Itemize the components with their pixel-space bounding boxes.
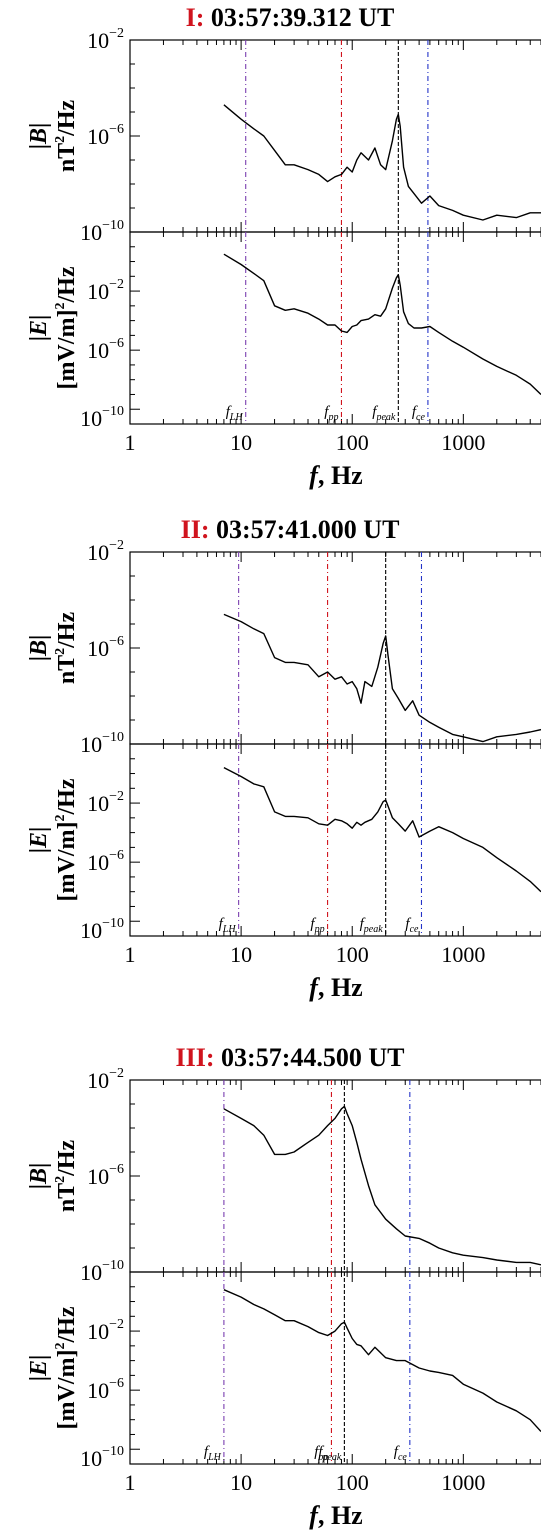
panel-id: I: bbox=[186, 3, 205, 32]
chart-title: II: 03:57:41.000 UT bbox=[181, 515, 400, 544]
y-label-quantity: |E| bbox=[26, 1355, 52, 1382]
y-tick-label: 10−2 bbox=[87, 789, 124, 816]
spectrum-line bbox=[223, 253, 541, 396]
x-axis-label: f, Hz bbox=[309, 461, 362, 490]
marker-label-pp: fpp bbox=[314, 1444, 328, 1463]
marker-label-LH: fLH bbox=[226, 404, 244, 423]
y-tick-label: 10−6 bbox=[87, 336, 124, 363]
y-tick-label: 10−10 bbox=[80, 404, 124, 431]
y-axis-label: |B|nT2/Hz bbox=[26, 611, 80, 684]
panel-id: II: bbox=[181, 515, 210, 544]
y-tick-label: 10−2 bbox=[87, 1066, 124, 1093]
y-tick-label: 10−2 bbox=[87, 26, 124, 53]
time-label: 03:57:44.500 UT bbox=[215, 1043, 405, 1072]
plot-frame bbox=[129, 743, 541, 937]
spectrum-line bbox=[223, 613, 541, 743]
panel-B: 10−2 10−6 10−10 |B|nT2/Hz bbox=[26, 26, 541, 245]
panel-E: 10−210−610−10|E| [mV/m]2/Hz bbox=[26, 1271, 541, 1471]
y-label-unit: [mV/m]2/Hz bbox=[53, 266, 80, 389]
y-label-quantity: |B| bbox=[26, 123, 52, 150]
plot-frame bbox=[129, 1271, 541, 1465]
y-tick-label: 10−6 bbox=[87, 634, 124, 661]
spectrum-line bbox=[223, 766, 541, 893]
spectrum-line bbox=[223, 104, 541, 221]
x-tick-label: 1 bbox=[125, 430, 136, 455]
x-tick-label: 10 bbox=[230, 430, 252, 455]
y-tick-label: 10−6 bbox=[87, 122, 124, 149]
marker-label-pp: fpp bbox=[324, 404, 338, 423]
y-label-quantity: |E| bbox=[26, 827, 52, 854]
y-tick-label: 10−10 bbox=[80, 1444, 124, 1471]
x-tick-label: 10 bbox=[230, 942, 252, 967]
y-tick-label: 10−2 bbox=[87, 1317, 124, 1344]
y-tick-label: 10−6 bbox=[87, 1376, 124, 1403]
chart-group-2: II: 03:57:41.000 UT 10−2 10−6 10−10 |B|nT2/H… bbox=[26, 515, 541, 1002]
y-label-unit: nT2/Hz bbox=[53, 611, 80, 684]
plot-frame bbox=[129, 551, 541, 745]
x-tick-label: 100 bbox=[336, 1470, 369, 1495]
chart-title: III: 03:57:44.500 UT bbox=[176, 1043, 405, 1072]
y-axis-label: |B|nT2/Hz bbox=[26, 99, 80, 172]
marker-label-peak: fpeak bbox=[372, 404, 396, 423]
time-label: 03:57:39.312 UT bbox=[204, 3, 394, 32]
marker-label-ce: fce bbox=[405, 916, 419, 935]
x-tick-label: 1 bbox=[125, 1470, 136, 1495]
y-axis-label: |E| [mV/m]2/Hz bbox=[26, 1306, 80, 1429]
panel-E: 10−210−610−10|E| [mV/m]2/Hz bbox=[26, 743, 541, 943]
chart-group-3: III: 03:57:44.500 UT 10−2 10−6 10−10 |B|nT2/… bbox=[26, 1043, 541, 1530]
plot-frame bbox=[129, 1079, 541, 1273]
marker-label-peak: fpeak bbox=[318, 1444, 342, 1463]
panel-id: III: bbox=[176, 1043, 215, 1072]
y-tick-label: 10−6 bbox=[87, 1162, 124, 1189]
x-tick-label: 1000 bbox=[441, 430, 485, 455]
panel-B: 10−2 10−6 10−10 |B|nT2/Hz bbox=[26, 1066, 541, 1285]
y-axis-label: |E| [mV/m]2/Hz bbox=[26, 266, 80, 389]
y-axis-label: |B|nT2/Hz bbox=[26, 1139, 80, 1212]
chart-title: I: 03:57:39.312 UT bbox=[186, 3, 395, 32]
panel-B: 10−2 10−6 10−10 |B|nT2/Hz bbox=[26, 538, 541, 757]
spectrum-line bbox=[223, 1105, 541, 1266]
time-label: 03:57:41.000 UT bbox=[209, 515, 399, 544]
marker-label-LH: fLH bbox=[204, 1444, 222, 1463]
y-tick-label: 10−10 bbox=[80, 916, 124, 943]
x-axis-label: f, Hz bbox=[309, 1501, 362, 1530]
marker-label-peak: fpeak bbox=[360, 916, 384, 935]
x-tick-label: 1000 bbox=[441, 942, 485, 967]
y-tick-label: 10−2 bbox=[87, 538, 124, 565]
y-tick-label: 10−10 bbox=[80, 730, 124, 757]
y-label-quantity: |E| bbox=[26, 315, 52, 342]
panel-E: 10−210−610−10|E| [mV/m]2/Hz bbox=[26, 231, 541, 431]
y-tick-label: 10−2 bbox=[87, 277, 124, 304]
x-tick-label: 100 bbox=[336, 430, 369, 455]
y-tick-label: 10−6 bbox=[87, 848, 124, 875]
x-tick-label: 10 bbox=[230, 1470, 252, 1495]
x-tick-label: 100 bbox=[336, 942, 369, 967]
plot-frame bbox=[129, 231, 541, 425]
x-axis-label: f, Hz bbox=[309, 973, 362, 1002]
y-label-quantity: |B| bbox=[26, 635, 52, 662]
chart-group-1: I: 03:57:39.312 UT 10−2 10−6 10−10 |B|nT2/Hz… bbox=[26, 3, 541, 490]
y-tick-label: 10−10 bbox=[80, 218, 124, 245]
plot-frame bbox=[129, 39, 541, 233]
y-label-unit: nT2/Hz bbox=[53, 99, 80, 172]
y-label-unit: [mV/m]2/Hz bbox=[53, 778, 80, 901]
marker-label-pp: fpp bbox=[310, 916, 324, 935]
spectrum-line bbox=[223, 1289, 541, 1432]
y-tick-label: 10−10 bbox=[80, 1258, 124, 1285]
y-axis-label: |E| [mV/m]2/Hz bbox=[26, 778, 80, 901]
marker-label-LH: fLH bbox=[219, 916, 237, 935]
marker-label-ce: fce bbox=[412, 404, 426, 423]
y-label-unit: [mV/m]2/Hz bbox=[53, 1306, 80, 1429]
x-tick-label: 1000 bbox=[441, 1470, 485, 1495]
x-tick-label: 1 bbox=[125, 942, 136, 967]
marker-label-ce: fce bbox=[394, 1444, 408, 1463]
y-label-unit: nT2/Hz bbox=[53, 1139, 80, 1212]
y-label-quantity: |B| bbox=[26, 1163, 52, 1190]
